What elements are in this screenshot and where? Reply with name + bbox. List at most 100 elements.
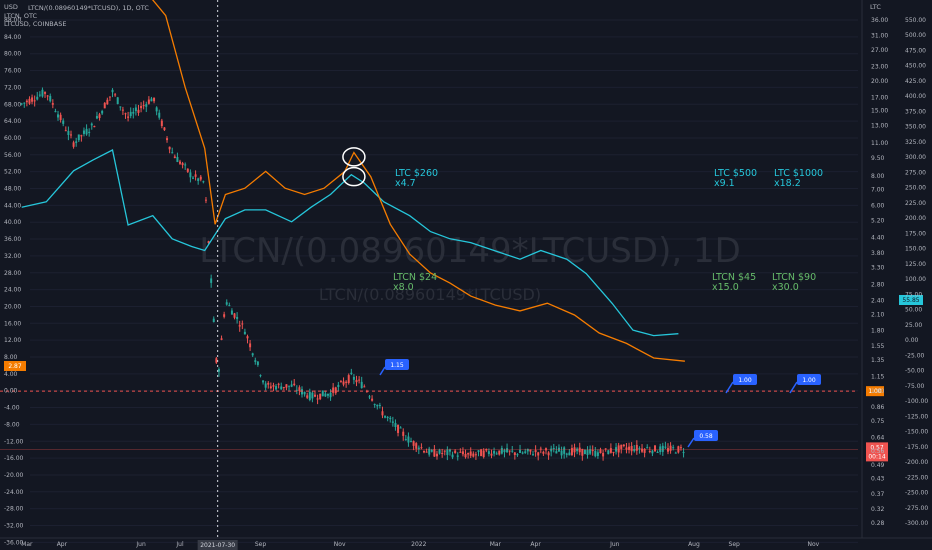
candle-body: [202, 181, 205, 183]
left-axis-tick: 64.00: [4, 118, 21, 125]
annotation-ltc-260-multiple: x4.7: [395, 178, 416, 189]
candle-body: [127, 116, 130, 118]
candle-body: [334, 387, 337, 394]
ratio-axis-tick: 11.00: [871, 140, 888, 147]
ltc-axis-tick: 200.00: [905, 215, 926, 222]
x-axis-tick: Nov: [334, 541, 346, 548]
candle-body: [246, 336, 249, 339]
left-axis-tick: 72.00: [4, 84, 21, 91]
candle-body: [568, 452, 571, 456]
candle-body: [142, 105, 145, 107]
left-axis-tick: 16.00: [4, 320, 21, 327]
candle-body: [368, 396, 371, 398]
candle-body: [171, 152, 174, 154]
candle-body: [342, 381, 345, 385]
candle-body: [485, 448, 488, 451]
candle-body: [560, 450, 563, 456]
candle-body: [38, 94, 41, 96]
peak-circle-ltc: [342, 166, 366, 187]
candle-body: [456, 455, 459, 457]
candle-body: [236, 316, 239, 319]
candle-body: [191, 177, 194, 179]
candle-body: [352, 376, 355, 380]
candle-body: [46, 95, 49, 97]
ratio-axis-tick: 1.80: [871, 327, 885, 334]
candle-body: [108, 96, 111, 98]
candle-body: [397, 424, 400, 433]
candle-body: [487, 451, 490, 454]
ltc-currency-label: LTC: [870, 3, 881, 11]
annotation-ltcn-24: LTCN $24 x8.0: [393, 273, 437, 293]
candle-body: [262, 380, 265, 383]
candle-body: [511, 450, 514, 452]
candle-body: [381, 411, 384, 416]
candle-body: [280, 386, 283, 390]
x-axis-tick: Aug: [688, 541, 700, 548]
candle-body: [181, 163, 184, 166]
left-price-tag-label: 2.87: [8, 363, 22, 370]
candle-body: [119, 106, 122, 108]
candle-body: [373, 403, 376, 405]
candle-body: [93, 126, 96, 128]
left-axis-tick: -12.00: [4, 438, 24, 445]
ratio-axis-tick: 1.00: [871, 388, 885, 395]
candle-body: [537, 452, 540, 456]
ratio-axis-tick: 0.86: [871, 404, 885, 411]
annotation-ltcn-45-multiple: x15.0: [712, 282, 739, 293]
candle-body: [441, 452, 444, 454]
candle-body: [358, 379, 361, 381]
candle-body: [36, 96, 39, 100]
annotation-ltc-500: LTC $500 x9.1: [714, 169, 757, 189]
ratio-axis-tick: 1.35: [871, 357, 885, 364]
candle-body: [467, 453, 470, 455]
ltc-price-tag-box: [899, 295, 923, 305]
candle-body: [316, 398, 319, 400]
candle-body: [49, 95, 52, 102]
candle-body: [594, 450, 597, 457]
candle-body: [389, 417, 392, 420]
candle-body: [301, 389, 304, 395]
legend-line-ltcn[interactable]: LTCN, OTC: [4, 12, 38, 20]
candle-body: [166, 138, 169, 141]
ratio-axis-tick: 36.00: [871, 17, 888, 24]
ltc-usd-line: [21, 149, 679, 337]
candle-body: [67, 130, 70, 136]
candle-body: [62, 120, 65, 124]
left-axis-tick: 52.00: [4, 169, 21, 176]
candle-body: [404, 439, 407, 441]
candle-body: [160, 120, 163, 127]
candle-body: [534, 450, 537, 453]
annotation-ltcn-90-price: LTCN $90: [772, 272, 817, 283]
candle-body: [596, 452, 599, 456]
candle-body: [155, 107, 158, 112]
candle-body: [552, 448, 555, 450]
candle-body: [480, 449, 483, 457]
ratio-axis-tick: 0.75: [871, 418, 885, 425]
candle-body: [204, 199, 207, 201]
callout-target-2-pointer: [789, 381, 798, 394]
candle-body: [664, 446, 667, 448]
candle-body: [503, 450, 506, 453]
candle-body: [661, 445, 664, 452]
candle-body: [519, 449, 522, 453]
x-axis-tick: Sep: [255, 541, 267, 548]
candle-body: [646, 447, 649, 449]
candle-body: [521, 452, 524, 454]
candle-body: [586, 449, 589, 455]
ltc-axis-tick: -100.00: [905, 398, 928, 405]
x-axis-tick: Nov: [807, 541, 819, 548]
candle-body: [303, 391, 306, 395]
ratio-axis-tick: 0.32: [871, 506, 885, 513]
candle-body: [264, 383, 267, 388]
candle-body: [371, 398, 374, 401]
ltc-axis-tick: 175.00: [905, 230, 926, 237]
candle-body: [98, 114, 101, 119]
legend-line-ltcusd[interactable]: LTCUSD, COINBASE: [4, 20, 67, 28]
candle-body: [329, 392, 332, 398]
legend-line-ratio[interactable]: LTCN/(0.08960149*LTCUSD), 1D, OTC: [28, 4, 149, 12]
candle-body: [95, 116, 98, 119]
candle-body: [241, 323, 244, 325]
candle-body: [376, 404, 379, 407]
candle-body: [101, 110, 104, 114]
